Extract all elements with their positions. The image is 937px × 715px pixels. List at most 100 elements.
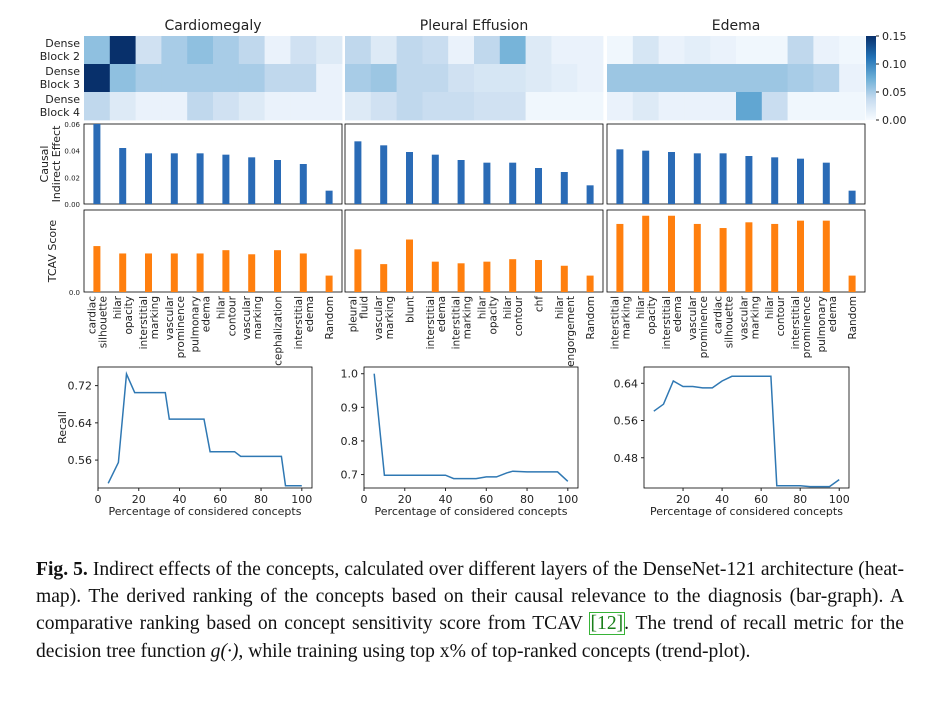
bar-category-label-text: marking: [384, 296, 396, 339]
heatmap-cell: [238, 64, 265, 93]
tcav-bar: [119, 253, 127, 292]
bar-category-label: hilar opacity: [635, 295, 658, 334]
citation-link[interactable]: [12]: [588, 612, 626, 636]
heatmap-cell: [396, 36, 423, 65]
causal-bar: [93, 124, 101, 204]
bar-category-label-text: hilar: [476, 295, 488, 319]
recall-xlabel: Percentage of considered concepts: [375, 505, 568, 518]
bar-category-label: pulmonary edema: [190, 296, 213, 353]
bar-category-label-text: edema: [827, 296, 839, 332]
heatmap-cell: [187, 36, 214, 65]
heatmap-cell: [84, 64, 111, 93]
heatmap-cell: [290, 36, 317, 65]
tcav-axes-frame: [344, 209, 604, 293]
recall-xtick-label: 100: [829, 493, 850, 506]
tcav-bar: [509, 259, 517, 292]
causal-bar: [406, 152, 413, 204]
recall-xtick-label: 40: [439, 493, 453, 506]
heatmap-cell: [474, 92, 501, 121]
colorbar: [866, 36, 876, 120]
bar-category-label: hilar opacity: [476, 295, 499, 334]
heatmap-cell: [448, 64, 475, 93]
heatmap-cell: [632, 64, 659, 93]
recall-xtick-label: 80: [254, 493, 268, 506]
causal-bar: [509, 162, 517, 204]
bar-category-label: pulmonary edema: [816, 296, 839, 353]
heatmap-cell: [787, 64, 814, 93]
causal-bar: [642, 150, 650, 204]
heatmap-cell: [761, 64, 788, 93]
recall-xtick-label: 100: [291, 493, 312, 506]
tcav-axes-frame: [606, 209, 866, 293]
tcav-bar: [797, 220, 804, 292]
bar-category-label-text: hilar: [635, 295, 647, 319]
heatmap-cell: [577, 36, 604, 65]
heatmap-cell: [710, 64, 737, 93]
bar-category-label-text: interstitial: [451, 296, 463, 349]
recall-ytick-label: 0.64: [68, 417, 93, 430]
tcav-axes-frame: [83, 209, 343, 293]
heatmap-cell: [422, 64, 449, 93]
causal-bar: [145, 153, 152, 204]
bar-category-label-text: cardiac: [86, 296, 98, 334]
heatmap-cell: [187, 64, 214, 93]
tcav-bar: [222, 250, 230, 292]
bar-category-label: vascular marking: [241, 295, 264, 340]
heatmap-cell: [135, 92, 162, 121]
causal-bar: [354, 141, 362, 204]
colorbar-tick-label: 0.00: [882, 114, 907, 127]
heatmap-cell: [813, 92, 840, 121]
causal-bar: [457, 160, 465, 204]
causal-bar: [222, 154, 230, 204]
tcav-bar: [170, 253, 178, 292]
heatmap-cell: [813, 36, 840, 65]
bar-category-label-text: silhouette: [97, 296, 109, 348]
heatmap-cell: [161, 64, 188, 93]
heatmap-cell: [710, 92, 737, 121]
heatmap-cell: [213, 92, 240, 121]
heatmap-cell: [839, 92, 866, 121]
tcav-bar: [848, 275, 856, 292]
tcav-bar: [745, 222, 753, 292]
bar-category-label: hilar opacity: [112, 295, 135, 334]
bar-category-label: hilar contour: [764, 295, 787, 336]
bar-category-label-text: opacity: [123, 296, 135, 335]
recall-xtick-label: 80: [520, 493, 534, 506]
causal-ylabel: Causal: [38, 146, 51, 183]
heatmap-cell: [658, 64, 685, 93]
bar-category-label: hilar contour: [215, 295, 238, 336]
heatmap-cell: [396, 92, 423, 121]
bar-category-label-text: chf: [534, 296, 546, 312]
tcav-bar: [299, 253, 307, 292]
bar-category-label-text: interstitial: [293, 296, 305, 349]
bar-category-label: Random: [324, 296, 336, 339]
bar-category-label-text: vascular: [738, 295, 750, 340]
heatmap-cell: [213, 36, 240, 65]
bar-category-label-text: cephalization: [273, 296, 285, 366]
bar-category-label-text: hilar: [554, 295, 566, 319]
heatmap-cell: [551, 92, 578, 121]
tcav-bar: [325, 275, 333, 292]
recall-xtick-label: 60: [754, 493, 768, 506]
bar-category-label-text: pulmonary: [190, 296, 202, 353]
heatmap-cell: [448, 36, 475, 65]
bar-category-label-text: interstitial: [661, 296, 673, 349]
causal-bar: [560, 172, 568, 204]
heatmap-cell: [161, 92, 188, 121]
tcav-bar: [483, 261, 491, 292]
heatmap-cell: [658, 36, 685, 65]
bar-category-label-text: opacity: [646, 296, 658, 335]
heatmap-cell: [213, 64, 240, 93]
heatmap-cell: [499, 64, 526, 93]
bar-category-label: interstitial edema: [661, 296, 684, 349]
bar-category-label-text: marking: [620, 296, 632, 339]
bar-category-label-text: edema: [436, 296, 448, 332]
heatmap-cell: [525, 92, 552, 121]
heatmap-row-label: Dense: [45, 65, 80, 78]
tcav-bar: [642, 215, 650, 292]
bar-category-label-text: vascular: [241, 295, 253, 340]
bar-category-label-text: contour: [513, 295, 525, 336]
bar-category-label-text: interstitial: [790, 296, 802, 349]
tcav-bar: [586, 275, 594, 292]
causal-bar: [771, 157, 779, 204]
